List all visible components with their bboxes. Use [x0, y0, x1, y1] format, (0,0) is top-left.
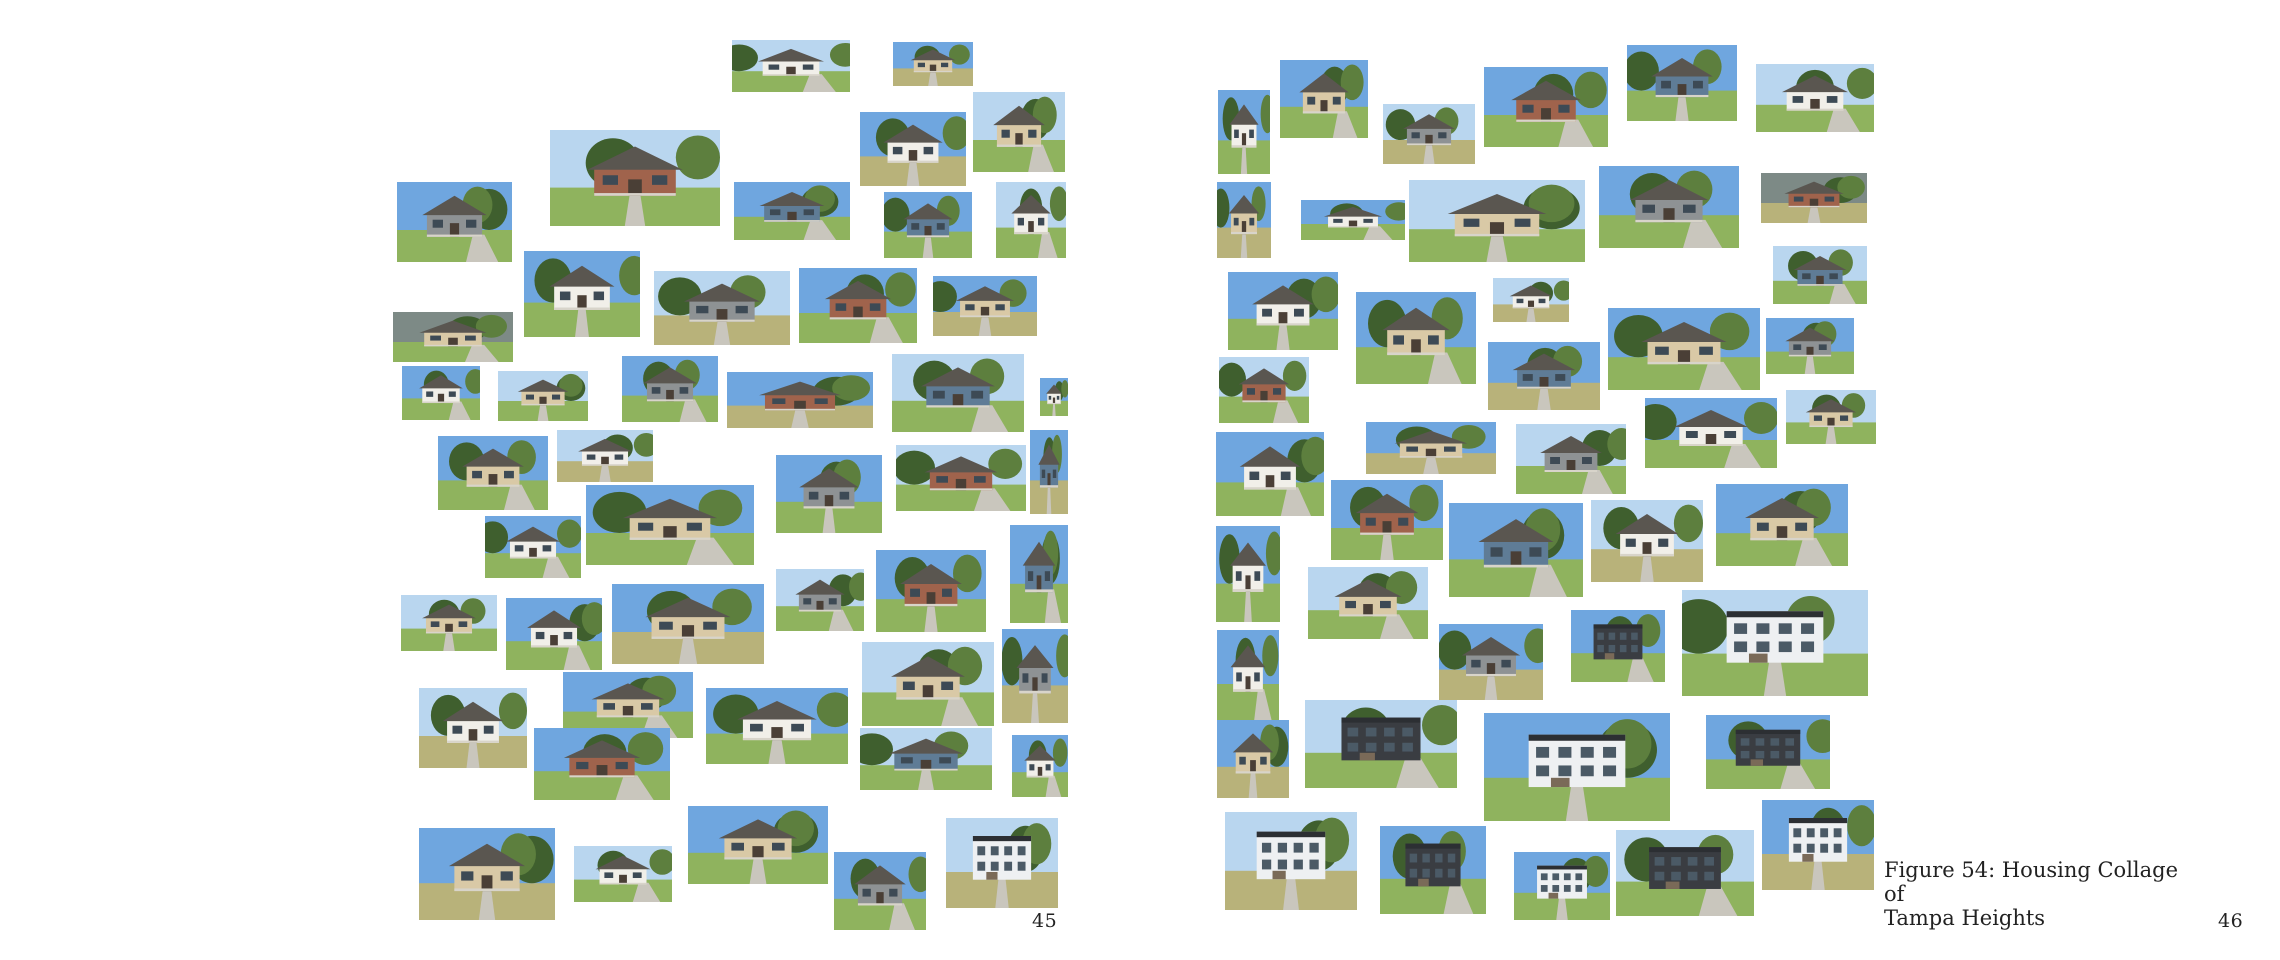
- page-number-right: 46: [2218, 910, 2244, 932]
- house-photo: [834, 852, 926, 930]
- house-photo: [1030, 430, 1068, 514]
- house-photo: [485, 516, 581, 578]
- house-photo: [996, 182, 1066, 258]
- house-photo: [1716, 484, 1848, 566]
- house-photo: [1439, 624, 1543, 700]
- house-photo: [612, 584, 764, 664]
- house-photo: [1756, 64, 1874, 132]
- house-photo: [732, 40, 850, 92]
- house-photo: [1366, 422, 1496, 474]
- house-photo: [563, 672, 693, 738]
- house-photo: [1301, 200, 1405, 240]
- house-photo: [1218, 90, 1270, 174]
- house-photo: [1217, 630, 1279, 720]
- house-photo: [727, 372, 873, 428]
- house-photo: [1305, 700, 1457, 788]
- house-photo: [1228, 272, 1338, 350]
- house-photo: [1762, 800, 1874, 890]
- house-photo: [506, 598, 602, 670]
- house-photo: [550, 130, 720, 226]
- house-photo: [1761, 173, 1867, 223]
- house-photo: [776, 569, 864, 631]
- house-photo: [574, 846, 672, 902]
- house-photo: [1356, 292, 1476, 384]
- house-photo: [1616, 830, 1754, 916]
- house-photo: [734, 182, 850, 240]
- house-photo: [498, 371, 588, 421]
- house-photo: [1488, 342, 1600, 410]
- house-photo: [1599, 166, 1739, 248]
- house-photo: [1571, 610, 1665, 682]
- house-photo: [1217, 182, 1271, 258]
- right-page: [1140, 0, 2280, 960]
- house-photo: [1645, 398, 1777, 468]
- left-page: 45: [393, 40, 1068, 932]
- house-photo: [1516, 424, 1626, 494]
- house-photo: [896, 445, 1026, 511]
- house-photo: [1308, 567, 1428, 639]
- house-photo: [933, 276, 1037, 336]
- house-photo: [706, 688, 848, 764]
- house-photo: [1449, 503, 1583, 597]
- house-photo: [397, 182, 512, 262]
- house-photo: [1591, 500, 1703, 582]
- house-photo: [1216, 526, 1280, 622]
- house-photo: [1484, 67, 1608, 147]
- house-photo: [1216, 432, 1324, 516]
- house-photo: [862, 642, 994, 726]
- house-photo: [1627, 45, 1737, 121]
- house-photo: [884, 192, 972, 258]
- house-photo: [419, 688, 527, 768]
- house-photo: [1012, 735, 1068, 797]
- house-photo: [1786, 390, 1876, 444]
- house-photo: [1002, 629, 1068, 723]
- house-photo: [534, 728, 670, 800]
- house-photo: [893, 42, 973, 86]
- house-photo: [876, 550, 986, 632]
- house-photo: [1608, 308, 1760, 390]
- house-photo: [524, 251, 640, 337]
- house-photo: [586, 485, 754, 565]
- house-photo: [438, 436, 548, 510]
- house-photo: [1010, 525, 1068, 623]
- figure-caption: Figure 54: Housing Collage of Tampa Heig…: [1884, 858, 2184, 930]
- house-photo: [946, 818, 1058, 908]
- house-photo: [1225, 812, 1357, 910]
- house-photo: [1383, 104, 1475, 164]
- figure-caption-line-1: Figure 54: Housing Collage of: [1884, 858, 2179, 906]
- house-photo: [557, 430, 653, 482]
- house-photo: [1766, 318, 1854, 374]
- house-photo: [1682, 590, 1868, 696]
- house-photo: [1280, 60, 1368, 138]
- house-photo: [1380, 826, 1486, 914]
- house-photo: [1040, 378, 1068, 416]
- house-photo: [1409, 180, 1585, 262]
- figure-caption-line-2: Tampa Heights: [1884, 906, 2046, 930]
- house-photo: [860, 728, 992, 790]
- house-photo: [654, 271, 790, 345]
- house-photo: [973, 92, 1065, 172]
- house-photo: [1514, 852, 1610, 920]
- house-photo: [1493, 278, 1569, 322]
- house-photo: [1773, 246, 1867, 304]
- house-photo: [393, 312, 513, 362]
- house-photo: [622, 356, 718, 422]
- house-photo: [402, 366, 480, 420]
- house-photo: [1706, 715, 1830, 789]
- house-photo: [419, 828, 555, 920]
- house-photo: [776, 455, 882, 533]
- house-photo: [799, 268, 917, 343]
- page-number-left: 45: [1032, 910, 1058, 932]
- house-photo: [1331, 480, 1443, 560]
- house-photo: [1219, 357, 1309, 423]
- house-photo: [688, 806, 828, 884]
- house-photo: [1484, 713, 1670, 821]
- house-photo: [860, 112, 966, 186]
- house-photo: [892, 354, 1024, 432]
- house-photo: [401, 595, 497, 651]
- house-photo: [1217, 720, 1289, 798]
